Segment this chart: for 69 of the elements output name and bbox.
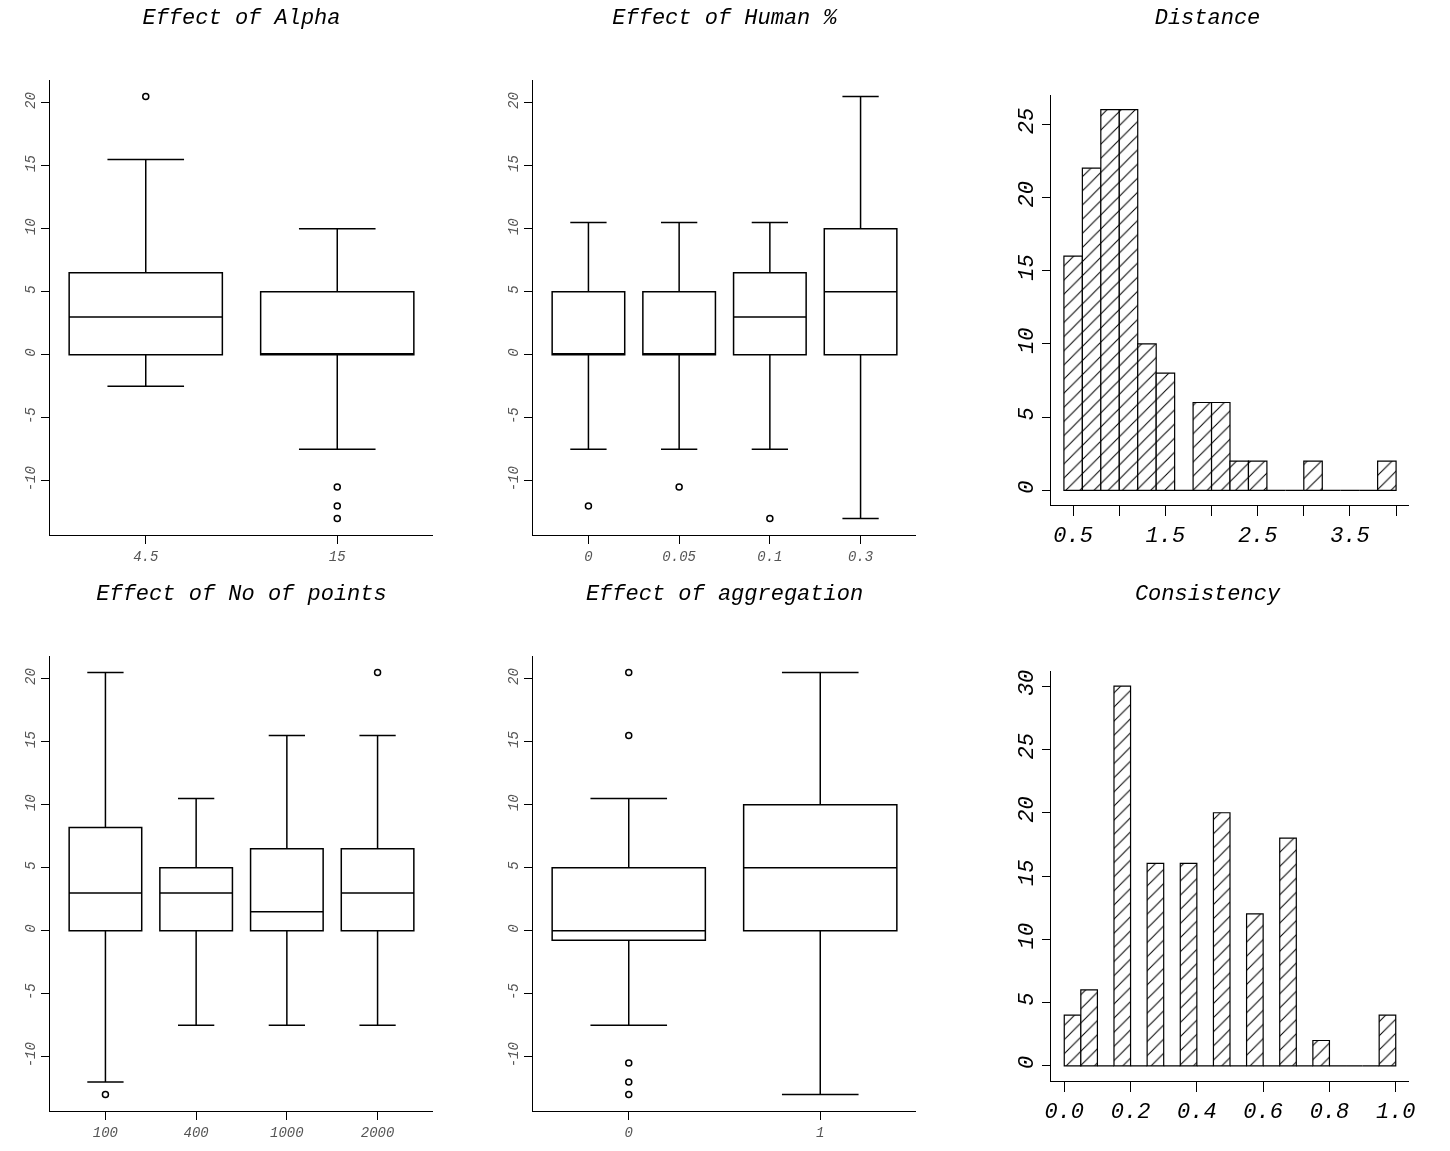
x-tick-label: 2000 [360, 1124, 395, 1141]
y-tick-label: 10 [1015, 327, 1041, 354]
y-tick-label: 0 [1015, 480, 1041, 494]
y-tick-label: 20 [506, 92, 523, 109]
x-tick-label: 1000 [270, 1124, 304, 1141]
y-tick-label: 20 [23, 92, 40, 109]
y-tick-label: -5 [506, 406, 523, 425]
y-tick-label: 15 [23, 154, 40, 173]
y-tick-label: 15 [1015, 254, 1041, 281]
x-tick-label: 0.4 [1177, 1100, 1217, 1126]
y-tick-label: -5 [23, 406, 40, 425]
y-tick-label: -5 [506, 982, 523, 1001]
y-tick-label: 5 [1015, 992, 1041, 1006]
chart-title: Effect of No of points [96, 582, 387, 608]
x-tick-label: 1 [816, 1124, 825, 1141]
x-tick-label: 0.2 [1110, 1100, 1151, 1126]
x-tick-label: 400 [183, 1124, 209, 1141]
y-tick-label: 10 [506, 218, 523, 236]
x-tick-label: 0.1 [757, 548, 783, 565]
y-tick-label: 15 [1015, 859, 1041, 886]
x-tick-label: 1.0 [1375, 1100, 1416, 1126]
y-tick-label: -10 [506, 1042, 523, 1068]
y-tick-label: 25 [1015, 732, 1041, 760]
y-tick-label: 30 [1015, 669, 1041, 697]
x-tick-label: 0.6 [1243, 1100, 1283, 1126]
x-tick-label: 0 [624, 1124, 633, 1141]
y-tick-label: 10 [506, 794, 523, 812]
x-tick-label: 0.8 [1309, 1100, 1350, 1126]
x-tick-label: 4.5 [133, 548, 159, 565]
y-tick-label: 25 [1015, 107, 1041, 135]
chart-title: Effect of Human % [612, 6, 839, 32]
y-tick-label: 10 [23, 218, 40, 236]
chart-title: Distance [1154, 6, 1261, 32]
y-tick-label: 5 [506, 284, 523, 294]
y-tick-label: 5 [23, 860, 40, 870]
y-tick-label: 0 [1015, 1055, 1041, 1070]
x-tick-label: 3.5 [1330, 524, 1370, 550]
y-tick-label: 0 [506, 348, 523, 357]
x-tick-label: 1.5 [1145, 524, 1186, 550]
y-tick-label: 20 [506, 668, 523, 685]
y-tick-label: 15 [506, 730, 523, 749]
x-tick-label: 2.5 [1237, 524, 1278, 550]
x-tick-label: 0 [584, 548, 593, 565]
x-tick-label: 15 [328, 548, 347, 565]
x-tick-label: 0.05 [662, 548, 697, 565]
y-tick-label: 0 [506, 924, 523, 933]
y-tick-label: -10 [506, 466, 523, 492]
y-tick-label: 20 [1015, 181, 1041, 208]
y-tick-label: 5 [23, 284, 40, 294]
x-tick-label: 100 [92, 1124, 119, 1141]
y-tick-label: 20 [23, 668, 40, 685]
chart-title: Effect of Alpha [142, 6, 341, 32]
y-tick-label: -10 [23, 466, 40, 492]
x-tick-label: 0.0 [1044, 1100, 1085, 1126]
y-tick-label: 10 [1015, 922, 1041, 950]
y-tick-label: 15 [506, 154, 523, 173]
chart-title: Effect of aggregation [585, 582, 864, 608]
x-tick-label: 0.3 [847, 548, 874, 565]
y-tick-label: 5 [506, 860, 523, 870]
y-tick-label: 20 [1015, 796, 1041, 823]
y-tick-label: 0 [23, 924, 40, 933]
y-tick-label: 15 [23, 730, 40, 749]
y-tick-label: 0 [23, 348, 40, 357]
y-tick-label: -10 [23, 1042, 40, 1068]
x-tick-label: 0.5 [1053, 524, 1093, 550]
chart-title: Consistency [1134, 582, 1281, 608]
y-tick-label: -5 [23, 982, 40, 1001]
y-tick-label: 10 [23, 794, 40, 812]
y-tick-label: 5 [1015, 407, 1041, 421]
